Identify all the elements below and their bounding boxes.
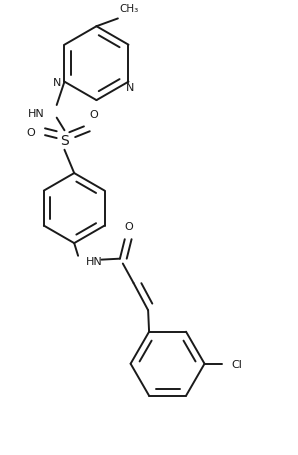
Text: HN: HN [86, 256, 103, 266]
Text: CH₃: CH₃ [120, 4, 139, 14]
Text: O: O [26, 128, 35, 138]
Text: O: O [124, 221, 133, 231]
Text: N: N [126, 82, 135, 92]
Text: S: S [60, 134, 69, 148]
Text: O: O [89, 110, 98, 120]
Text: Cl: Cl [232, 359, 243, 369]
Text: HN: HN [28, 109, 45, 118]
Text: N: N [52, 77, 61, 87]
